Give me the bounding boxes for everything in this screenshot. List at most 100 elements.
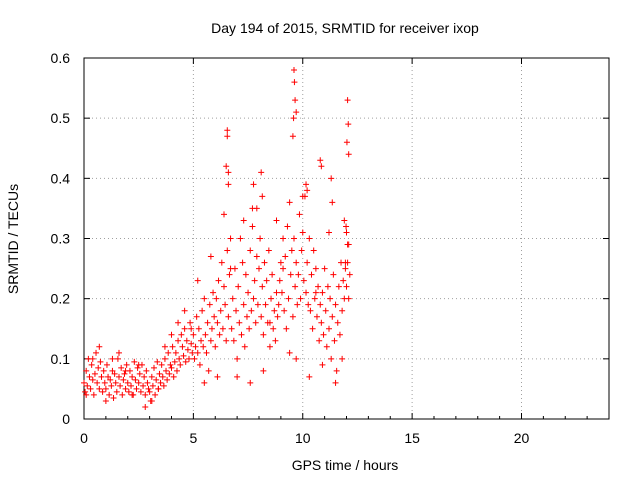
data-point	[241, 343, 248, 350]
data-point	[330, 271, 337, 278]
data-point	[221, 211, 227, 218]
data-point	[312, 265, 319, 272]
data-point	[280, 265, 287, 272]
data-point	[225, 169, 232, 176]
data-point	[227, 265, 234, 272]
data-point	[284, 223, 291, 230]
x-tick-label: 15	[404, 430, 420, 446]
data-point	[283, 325, 290, 332]
data-point	[128, 382, 135, 389]
data-point	[145, 385, 152, 392]
data-point	[327, 295, 334, 302]
data-point	[328, 355, 335, 362]
data-point	[217, 307, 224, 314]
data-point	[229, 295, 236, 302]
data-point	[331, 337, 338, 344]
data-point	[164, 376, 171, 383]
data-point	[175, 337, 182, 344]
data-point	[159, 373, 166, 380]
data-point	[233, 307, 240, 314]
data-point	[332, 379, 339, 386]
data-point	[116, 373, 122, 380]
data-point	[100, 367, 107, 374]
data-point	[260, 367, 267, 374]
data-point	[253, 253, 260, 260]
data-point	[170, 373, 177, 380]
data-point	[102, 397, 109, 404]
data-point	[106, 391, 113, 398]
data-point	[345, 151, 352, 158]
y-tick-label: 0.3	[51, 231, 71, 247]
data-point	[190, 331, 197, 338]
data-point	[204, 319, 211, 326]
data-point	[224, 247, 231, 254]
data-point	[265, 247, 272, 254]
data-point	[181, 325, 188, 332]
data-point	[308, 271, 315, 278]
data-point	[160, 382, 167, 389]
chart-title: Day 194 of 2015, SRMTID for receiver ixo…	[211, 20, 479, 36]
data-point	[184, 346, 191, 353]
data-point	[240, 217, 247, 224]
data-point	[169, 343, 176, 350]
data-point	[120, 376, 127, 383]
data-point	[345, 121, 352, 128]
data-point	[299, 229, 306, 236]
data-point	[137, 388, 144, 395]
data-point	[214, 319, 221, 326]
data-point	[309, 325, 316, 332]
data-point	[146, 388, 153, 395]
data-point	[91, 370, 98, 377]
data-point	[123, 361, 130, 368]
data-point	[168, 331, 175, 338]
x-tick-label: 5	[189, 430, 197, 446]
data-point	[114, 355, 121, 362]
data-point	[113, 388, 120, 395]
data-point	[175, 319, 182, 326]
y-tick-label: 0.2	[51, 291, 71, 307]
data-point	[180, 352, 187, 359]
data-point	[200, 343, 207, 350]
data-point	[295, 271, 302, 278]
data-point	[312, 289, 319, 296]
data-point	[292, 283, 299, 290]
data-point	[316, 337, 323, 344]
data-point	[303, 181, 310, 188]
y-axis-ticks: 0 0.1 0.2 0.3 0.4 0.5 0.6	[51, 50, 609, 427]
data-point	[343, 223, 350, 230]
data-point	[269, 271, 276, 278]
data-point	[329, 313, 336, 320]
data-point	[109, 367, 116, 374]
data-point	[281, 307, 288, 314]
data-point	[266, 319, 273, 326]
data-point	[201, 379, 208, 386]
data-point	[323, 343, 330, 350]
data-point	[94, 379, 101, 386]
data-point	[260, 331, 267, 338]
data-point	[121, 370, 128, 377]
data-point	[317, 157, 324, 164]
data-point	[102, 385, 109, 392]
data-point	[198, 337, 205, 344]
data-point	[322, 307, 329, 314]
data-point	[96, 385, 103, 392]
data-point	[191, 355, 198, 362]
data-point	[153, 376, 160, 383]
data-point	[304, 259, 311, 266]
data-point	[194, 277, 201, 284]
data-point	[317, 301, 324, 308]
data-point	[183, 337, 190, 344]
data-point	[336, 331, 343, 338]
data-point	[213, 295, 220, 302]
data-point	[221, 283, 227, 290]
data-point	[252, 319, 259, 326]
data-point	[225, 313, 232, 320]
data-point	[243, 313, 250, 320]
data-point	[340, 277, 347, 284]
data-point	[193, 313, 200, 320]
data-point	[339, 307, 346, 314]
data-point	[99, 388, 106, 395]
data-point	[297, 295, 304, 302]
data-point	[247, 379, 254, 386]
